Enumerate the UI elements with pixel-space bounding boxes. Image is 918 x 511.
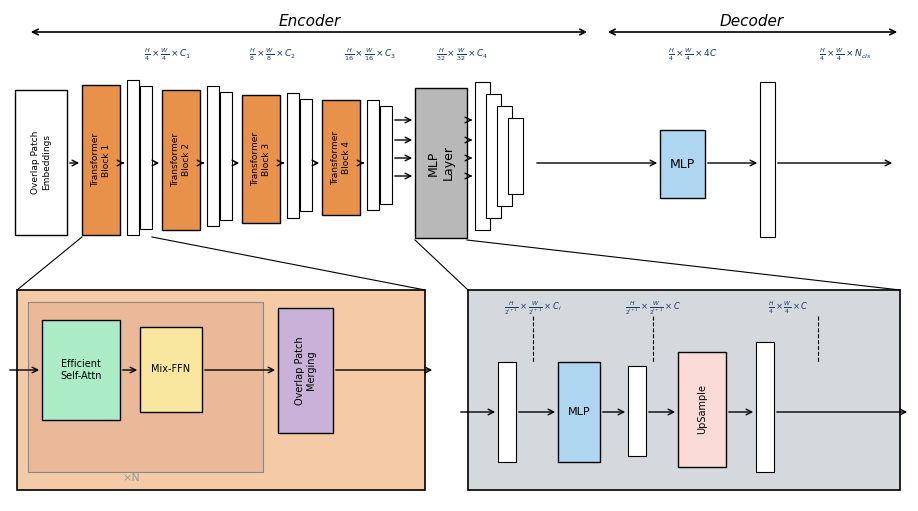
Text: $\frac{H}{4}\times\frac{W}{4}\times C_1$: $\frac{H}{4}\times\frac{W}{4}\times C_1$ [144, 47, 192, 63]
FancyBboxPatch shape [660, 130, 705, 198]
Text: $\frac{H}{2^{i+1}}\times\frac{W}{2^{i+1}}\times C_i$: $\frac{H}{2^{i+1}}\times\frac{W}{2^{i+1}… [504, 299, 562, 317]
FancyBboxPatch shape [486, 94, 501, 218]
FancyBboxPatch shape [278, 308, 333, 433]
FancyBboxPatch shape [468, 290, 900, 490]
FancyBboxPatch shape [508, 118, 523, 194]
FancyBboxPatch shape [28, 302, 263, 472]
Text: Overlap Patch
Merging: Overlap Patch Merging [295, 336, 317, 405]
Text: Transformer
Block 4: Transformer Block 4 [331, 130, 351, 184]
Text: $\frac{H}{2^{i+1}}\times\frac{W}{2^{i+1}}\times C$: $\frac{H}{2^{i+1}}\times\frac{W}{2^{i+1}… [625, 299, 681, 317]
FancyBboxPatch shape [300, 99, 312, 211]
Text: Transformer
Block 2: Transformer Block 2 [172, 133, 191, 187]
FancyBboxPatch shape [82, 85, 120, 235]
FancyBboxPatch shape [17, 290, 425, 490]
FancyBboxPatch shape [162, 90, 200, 230]
Text: UpSample: UpSample [697, 384, 707, 434]
FancyBboxPatch shape [497, 106, 512, 206]
FancyBboxPatch shape [498, 362, 516, 462]
FancyBboxPatch shape [15, 90, 67, 235]
FancyBboxPatch shape [678, 352, 726, 467]
Text: Transformer
Block 3: Transformer Block 3 [252, 132, 271, 186]
Text: ×N: ×N [122, 473, 140, 483]
Text: $\frac{H}{32}\times\frac{W}{32}\times C_4$: $\frac{H}{32}\times\frac{W}{32}\times C_… [436, 47, 488, 63]
FancyBboxPatch shape [760, 82, 775, 237]
FancyBboxPatch shape [628, 366, 646, 456]
Text: MLP
Layer: MLP Layer [427, 146, 455, 180]
Text: Mix-FFN: Mix-FFN [151, 364, 191, 375]
Text: $\frac{H}{8}\times\frac{W}{8}\times C_2$: $\frac{H}{8}\times\frac{W}{8}\times C_2$ [250, 47, 297, 63]
FancyBboxPatch shape [367, 100, 379, 210]
Text: Overlap Patch
Embeddings: Overlap Patch Embeddings [31, 131, 50, 194]
Text: Efficient
Self-Attn: Efficient Self-Attn [61, 359, 102, 381]
Text: $\frac{H}{16}\times\frac{W}{16}\times C_3$: $\frac{H}{16}\times\frac{W}{16}\times C_… [344, 47, 396, 63]
FancyBboxPatch shape [287, 93, 299, 218]
FancyBboxPatch shape [42, 320, 120, 420]
FancyBboxPatch shape [127, 80, 139, 235]
Text: MLP: MLP [670, 157, 695, 171]
FancyBboxPatch shape [475, 82, 490, 230]
FancyBboxPatch shape [380, 106, 392, 204]
Text: MLP: MLP [567, 407, 590, 417]
FancyBboxPatch shape [140, 86, 152, 229]
FancyBboxPatch shape [140, 327, 202, 412]
Text: $\frac{H}{4}\times\frac{W}{4}\times C$: $\frac{H}{4}\times\frac{W}{4}\times C$ [767, 300, 809, 316]
FancyBboxPatch shape [322, 100, 360, 215]
FancyBboxPatch shape [558, 362, 600, 462]
FancyBboxPatch shape [756, 342, 774, 472]
Text: Encoder: Encoder [279, 14, 341, 30]
FancyBboxPatch shape [207, 86, 219, 226]
Text: Decoder: Decoder [720, 14, 784, 30]
Text: $\frac{H}{4}\times\frac{W}{4}\times N_{cls}$: $\frac{H}{4}\times\frac{W}{4}\times N_{c… [819, 47, 871, 63]
Text: $\frac{H}{4}\times\frac{W}{4}\times 4C$: $\frac{H}{4}\times\frac{W}{4}\times 4C$ [668, 47, 718, 63]
FancyBboxPatch shape [242, 95, 280, 223]
Text: Transformer
Block 1: Transformer Block 1 [91, 133, 111, 187]
FancyBboxPatch shape [220, 92, 232, 220]
FancyBboxPatch shape [415, 88, 467, 238]
